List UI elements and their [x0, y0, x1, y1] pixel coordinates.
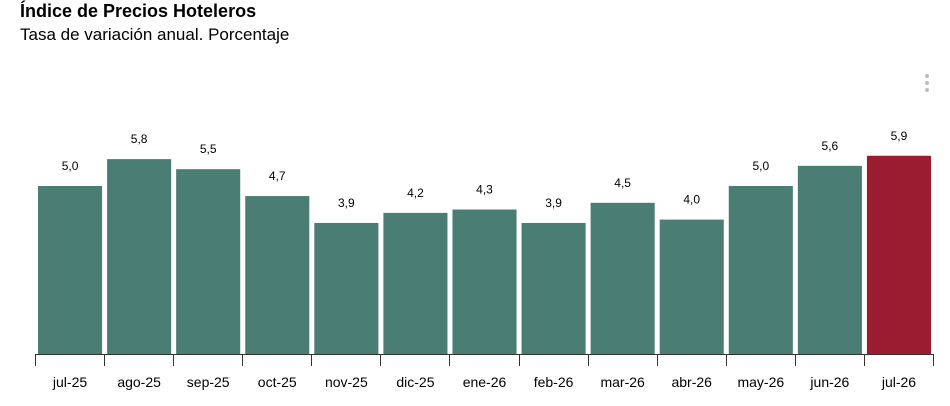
bar	[728, 186, 793, 354]
data-label: 5,6	[822, 139, 839, 153]
data-label: 4,2	[407, 186, 424, 200]
bar	[521, 222, 586, 354]
data-label: 4,0	[683, 193, 700, 207]
bar	[866, 155, 931, 354]
data-label: 4,5	[614, 176, 631, 190]
bar	[659, 219, 724, 354]
x-tick-label: jun-26	[809, 374, 849, 390]
bar	[452, 209, 517, 354]
bar	[314, 222, 379, 354]
x-tick-label: may-26	[737, 374, 784, 390]
x-tick-label: sep-25	[187, 374, 230, 390]
bar	[383, 212, 448, 354]
data-label: 5,5	[200, 142, 217, 156]
data-label: 5,0	[752, 159, 769, 173]
data-label: 3,9	[545, 196, 562, 210]
x-tick-label: abr-26	[671, 374, 712, 390]
bar	[38, 186, 103, 354]
chart-subtitle: Tasa de variación anual. Porcentaje	[20, 25, 290, 44]
x-tick-label: dic-25	[396, 374, 434, 390]
x-tick-label: oct-25	[258, 374, 297, 390]
x-tick-label: mar-26	[600, 374, 645, 390]
x-tick-label: nov-25	[325, 374, 368, 390]
data-label: 3,9	[338, 196, 355, 210]
bar	[797, 165, 862, 354]
more-vertical-icon[interactable]	[924, 74, 930, 96]
bar	[245, 196, 310, 354]
bar	[176, 169, 241, 354]
data-label: 4,3	[476, 183, 493, 197]
data-label: 5,9	[891, 129, 908, 143]
x-tick-label: jul-25	[52, 374, 87, 390]
bar	[590, 202, 655, 354]
x-tick-label: ene-26	[463, 374, 507, 390]
data-label: 5,0	[62, 159, 79, 173]
x-tick-label: ago-25	[117, 374, 161, 390]
x-tick-label: feb-26	[534, 374, 574, 390]
x-tick-label: jul-26	[881, 374, 916, 390]
data-label: 5,8	[131, 132, 148, 146]
data-label: 4,7	[269, 169, 286, 183]
bar	[107, 159, 172, 354]
chart-title: Índice de Precios Hoteleros	[20, 1, 257, 21]
